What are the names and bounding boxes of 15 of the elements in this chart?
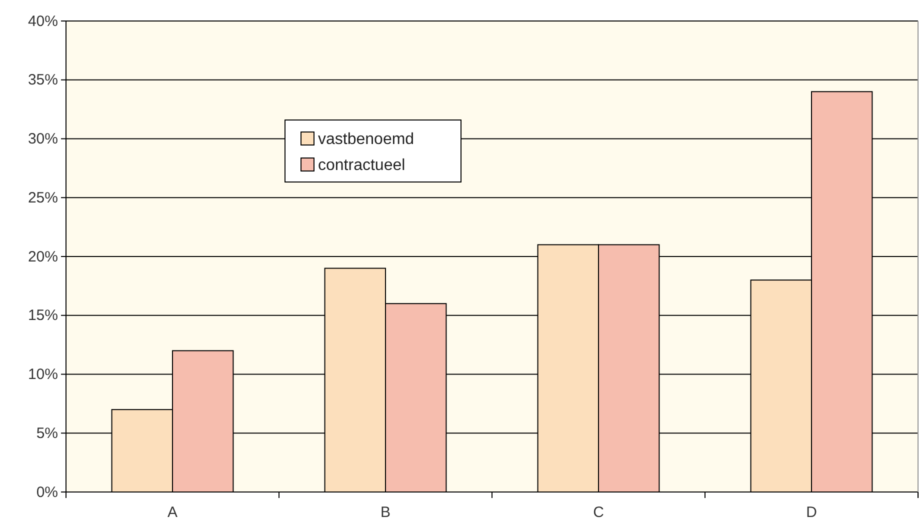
- legend-label: contractueel: [318, 157, 406, 174]
- y-tick-label: 25%: [28, 189, 58, 206]
- y-tick-label: 35%: [28, 72, 58, 89]
- y-tick-label: 40%: [28, 12, 58, 30]
- y-tick-label: 0%: [36, 484, 58, 501]
- y-tick-label: 15%: [28, 307, 58, 324]
- x-tick-label: D: [806, 504, 818, 521]
- y-tick-label: 5%: [36, 424, 58, 442]
- y-tick-label: 30%: [28, 130, 58, 148]
- y-tick-label: 20%: [28, 248, 58, 266]
- y-tick-label: 10%: [28, 366, 58, 384]
- x-tick-label: C: [593, 504, 604, 521]
- x-tick-label: B: [380, 504, 391, 521]
- legend-label: vastbenoemd: [318, 131, 414, 148]
- x-tick-label: A: [167, 504, 178, 521]
